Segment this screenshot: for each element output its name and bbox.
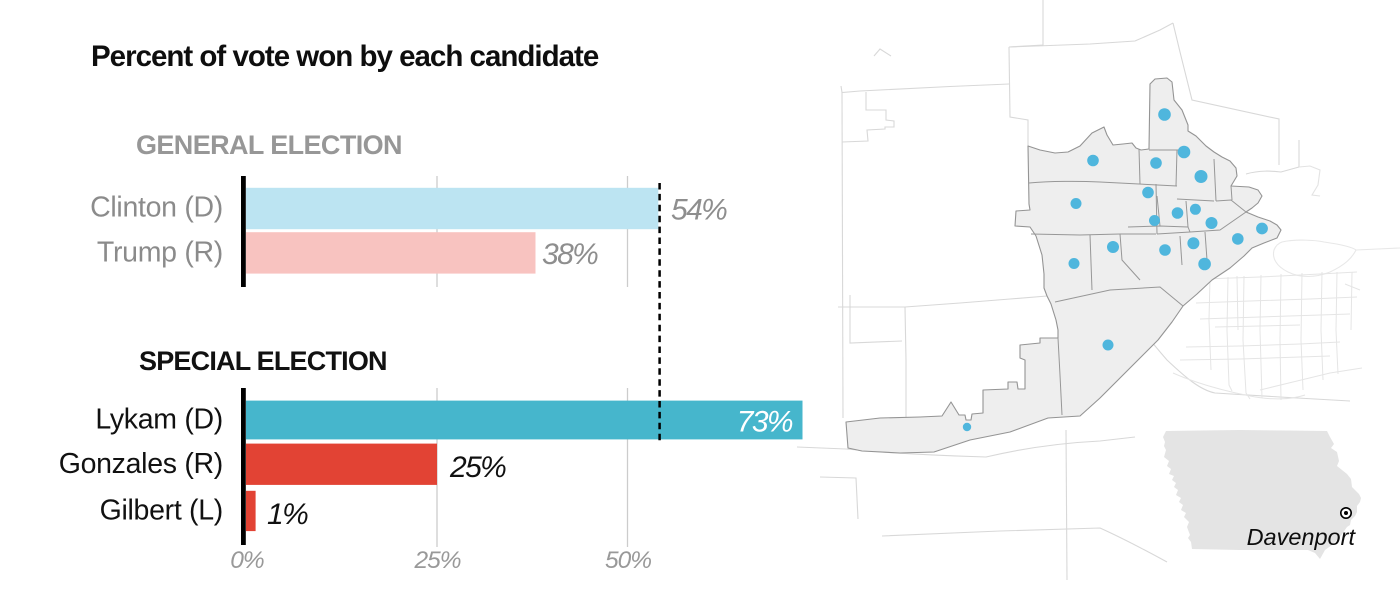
svg-text:Trump (R): Trump (R) <box>97 237 223 269</box>
svg-text:Gonzales (R): Gonzales (R) <box>59 448 223 480</box>
svg-text:Davenport: Davenport <box>1247 524 1357 550</box>
svg-text:25%: 25% <box>449 451 506 484</box>
svg-text:50%: 50% <box>605 547 651 574</box>
svg-text:1%: 1% <box>267 498 308 531</box>
svg-text:GENERAL ELECTION: GENERAL ELECTION <box>136 130 402 160</box>
svg-text:25%: 25% <box>413 547 460 574</box>
svg-text:Clinton (D): Clinton (D) <box>90 192 223 224</box>
svg-text:54%: 54% <box>671 194 727 227</box>
svg-text:0%: 0% <box>230 547 264 574</box>
svg-text:Percent of vote won by each ca: Percent of vote won by each candidate <box>91 40 599 73</box>
svg-text:73%: 73% <box>737 406 793 439</box>
svg-text:Lykam (D): Lykam (D) <box>95 404 223 436</box>
svg-text:Gilbert (L): Gilbert (L) <box>100 495 223 527</box>
svg-text:38%: 38% <box>542 238 598 271</box>
svg-text:SPECIAL ELECTION: SPECIAL ELECTION <box>139 346 387 376</box>
